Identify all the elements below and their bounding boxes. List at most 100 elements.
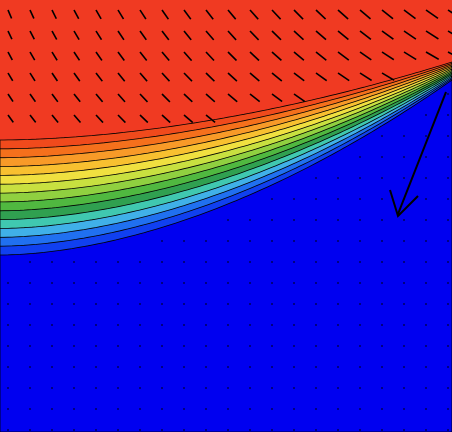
quiver-arrow bbox=[73, 114, 82, 124]
quiver-dot bbox=[403, 345, 405, 347]
quiver-dot bbox=[51, 408, 53, 410]
quiver-dot bbox=[139, 324, 141, 326]
quiver-dot bbox=[183, 240, 185, 242]
quiver-arrow bbox=[117, 9, 125, 20]
quiver-dot bbox=[381, 303, 383, 305]
quiver-arrow bbox=[227, 9, 237, 20]
quiver-dot bbox=[447, 429, 449, 431]
quiver-arrow bbox=[249, 9, 259, 20]
quiver-dot bbox=[183, 429, 185, 431]
quiver-arrow bbox=[117, 72, 126, 82]
quiver-dot bbox=[51, 387, 53, 389]
quiver-dot bbox=[381, 177, 383, 179]
quiver-dot bbox=[403, 303, 405, 305]
quiver-dot bbox=[447, 345, 449, 347]
quiver-arrow bbox=[205, 93, 216, 103]
quiver-arrow bbox=[293, 51, 305, 61]
quiver-dot bbox=[73, 303, 75, 305]
quiver-dot bbox=[337, 366, 339, 368]
quiver-arrow bbox=[205, 114, 216, 124]
quiver-dot bbox=[337, 324, 339, 326]
quiver-dot bbox=[73, 282, 75, 284]
quiver-dot bbox=[271, 240, 273, 242]
quiver-dot bbox=[161, 408, 163, 410]
quiver-dot bbox=[117, 408, 119, 410]
quiver-dot bbox=[315, 429, 317, 431]
quiver-dot bbox=[73, 261, 75, 263]
quiver-arrow bbox=[381, 9, 394, 20]
quiver-dot bbox=[447, 366, 449, 368]
quiver-dot bbox=[73, 345, 75, 347]
quiver-dot bbox=[359, 219, 361, 221]
quiver-dot bbox=[425, 177, 427, 179]
quiver-dot bbox=[293, 261, 295, 263]
quiver-arrow bbox=[183, 9, 192, 20]
quiver-dot bbox=[403, 324, 405, 326]
quiver-dot bbox=[337, 408, 339, 410]
quiver-dot bbox=[315, 408, 317, 410]
quiver-dot bbox=[51, 261, 53, 263]
quiver-arrow bbox=[337, 72, 350, 82]
quiver-arrow bbox=[7, 51, 14, 61]
quiver-arrow bbox=[403, 51, 417, 61]
quiver-arrow bbox=[381, 30, 394, 40]
quiver-arrow bbox=[29, 51, 36, 61]
quiver-dot bbox=[249, 303, 251, 305]
quiver-dot bbox=[359, 282, 361, 284]
quiver-dot bbox=[205, 408, 207, 410]
quiver-arrow bbox=[359, 9, 372, 20]
quiver-dot bbox=[293, 345, 295, 347]
quiver-arrow bbox=[161, 72, 171, 82]
quiver-dot bbox=[139, 345, 141, 347]
quiver-arrow bbox=[315, 30, 327, 41]
quiver-dot bbox=[425, 324, 427, 326]
quiver-dot bbox=[359, 408, 361, 410]
quiver-dot bbox=[183, 324, 185, 326]
quiver-dot bbox=[161, 345, 163, 347]
quiver-arrow bbox=[95, 93, 104, 103]
quiver-arrow bbox=[271, 51, 282, 61]
quiver-dot bbox=[447, 303, 449, 305]
quiver-arrow bbox=[205, 30, 215, 41]
quiver-arrow bbox=[139, 30, 147, 41]
quiver-dot bbox=[95, 303, 97, 305]
quiver-dot bbox=[425, 387, 427, 389]
quiver-dot bbox=[227, 345, 229, 347]
quiver-dot bbox=[227, 219, 229, 221]
quiver-dot bbox=[73, 324, 75, 326]
quiver-dot bbox=[271, 282, 273, 284]
quiver-dot bbox=[403, 219, 405, 221]
quiver-dot bbox=[7, 345, 9, 347]
quiver-arrow bbox=[337, 9, 349, 20]
quiver-dot bbox=[205, 345, 207, 347]
quiver-dot bbox=[7, 303, 9, 305]
quiver-arrow bbox=[271, 72, 283, 82]
quiver-dot bbox=[139, 408, 141, 410]
quiver-arrow bbox=[51, 9, 58, 20]
quiver-dot bbox=[447, 282, 449, 284]
quiver-dot bbox=[249, 408, 251, 410]
quiver-dot bbox=[205, 324, 207, 326]
quiver-dot bbox=[403, 387, 405, 389]
quiver-arrow bbox=[447, 9, 452, 14]
quiver-arrow bbox=[249, 93, 261, 103]
quiver-dot bbox=[227, 261, 229, 263]
quiver-dot bbox=[183, 282, 185, 284]
quiver-dot bbox=[403, 282, 405, 284]
quiver-dot bbox=[271, 324, 273, 326]
quiver-dot bbox=[425, 240, 427, 242]
quiver-dot bbox=[73, 408, 75, 410]
quiver-arrow bbox=[293, 9, 304, 20]
quiver-dot bbox=[161, 303, 163, 305]
quiver-arrow bbox=[359, 30, 372, 41]
quiver-arrow bbox=[249, 72, 260, 82]
quiver-dot bbox=[29, 282, 31, 284]
quiver-dot bbox=[7, 429, 9, 431]
quiver-dot bbox=[117, 324, 119, 326]
quiver-dot bbox=[337, 303, 339, 305]
quiver-dot bbox=[403, 240, 405, 242]
quiver-arrow bbox=[117, 114, 126, 124]
quiver-arrow bbox=[95, 114, 104, 124]
arrow-shaft bbox=[397, 91, 447, 215]
quiver-dot bbox=[447, 240, 449, 242]
